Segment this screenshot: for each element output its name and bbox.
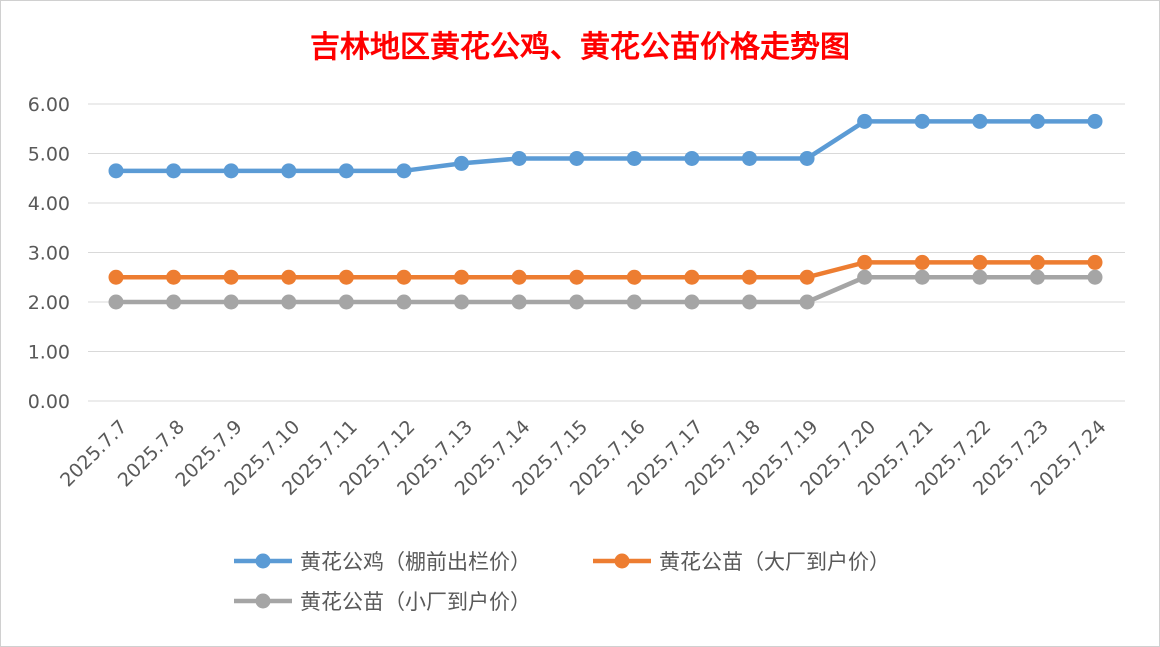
legend-item: 黄花公鸡（棚前出栏价） <box>234 550 531 574</box>
legend-label: 黄花公鸡（棚前出栏价） <box>300 550 531 574</box>
data-point <box>741 150 757 166</box>
data-point <box>396 294 412 310</box>
data-point <box>626 269 642 285</box>
legend-marker <box>255 593 271 609</box>
data-point <box>799 150 815 166</box>
legend-label: 黄花公苗（小厂到户价） <box>300 590 531 614</box>
y-tick-label: 3.00 <box>28 243 70 265</box>
data-point <box>972 254 988 270</box>
data-point <box>569 150 585 166</box>
data-point <box>338 163 354 179</box>
data-point <box>1029 254 1045 270</box>
data-point <box>166 294 182 310</box>
gridlines <box>88 103 1125 402</box>
y-tick-label: 2.00 <box>28 292 70 314</box>
data-point <box>281 269 297 285</box>
data-point <box>1029 269 1045 285</box>
chart-title: 吉林地区黄花公鸡、黄花公苗价格走势图 <box>310 30 850 65</box>
series-line <box>113 119 1098 174</box>
data-point <box>166 163 182 179</box>
y-tick-label: 5.00 <box>28 144 70 166</box>
legend: 黄花公鸡（棚前出栏价） 黄花公苗（大厂到户价） 黄花公苗（小厂到户价） <box>234 550 890 614</box>
data-point <box>396 269 412 285</box>
data-point <box>1087 113 1103 129</box>
legend-marker <box>255 553 271 569</box>
data-point <box>223 163 239 179</box>
data-point <box>626 294 642 310</box>
data-point <box>281 163 297 179</box>
data-point <box>223 294 239 310</box>
data-point <box>741 294 757 310</box>
data-point <box>454 155 470 171</box>
data-point <box>857 269 873 285</box>
data-point <box>626 150 642 166</box>
data-point <box>1029 113 1045 129</box>
data-point <box>108 294 124 310</box>
series-3 <box>108 269 1103 310</box>
data-point <box>166 269 182 285</box>
data-point <box>741 269 757 285</box>
data-point <box>1087 254 1103 270</box>
y-tick-label: 1.00 <box>28 342 70 364</box>
data-point <box>799 294 815 310</box>
data-point <box>684 294 700 310</box>
data-point <box>511 294 527 310</box>
data-point <box>1087 269 1103 285</box>
data-point <box>914 254 930 270</box>
data-point <box>914 269 930 285</box>
data-point <box>569 294 585 310</box>
data-point <box>223 269 239 285</box>
legend-marker <box>614 553 630 569</box>
data-point <box>569 269 585 285</box>
data-point <box>108 163 124 179</box>
y-axis-ticks: 0.00 1.00 2.00 3.00 4.00 5.00 6.00 <box>28 94 70 413</box>
data-point <box>684 150 700 166</box>
data-point <box>972 269 988 285</box>
y-tick-label: 0.00 <box>28 391 70 413</box>
legend-item: 黄花公苗（小厂到户价） <box>234 590 531 614</box>
data-point <box>799 269 815 285</box>
data-point <box>454 269 470 285</box>
y-tick-label: 4.00 <box>28 193 70 215</box>
legend-item: 黄花公苗（大厂到户价） <box>593 550 890 574</box>
data-point <box>972 113 988 129</box>
data-point <box>281 294 297 310</box>
y-tick-label: 6.00 <box>28 94 70 116</box>
data-point <box>511 150 527 166</box>
data-point <box>857 113 873 129</box>
series-line <box>113 260 1098 280</box>
series-group <box>108 113 1103 310</box>
series-1 <box>108 113 1103 179</box>
legend-label: 黄花公苗（大厂到户价） <box>659 550 890 574</box>
data-point <box>857 254 873 270</box>
series-line <box>113 275 1098 305</box>
data-point <box>108 269 124 285</box>
data-point <box>684 269 700 285</box>
data-point <box>338 269 354 285</box>
data-point <box>914 113 930 129</box>
x-axis-ticks: 2025.7.72025.7.82025.7.92025.7.102025.7.… <box>56 416 1110 500</box>
series-2 <box>108 254 1103 285</box>
data-point <box>454 294 470 310</box>
data-point <box>396 163 412 179</box>
data-point <box>511 269 527 285</box>
data-point <box>338 294 354 310</box>
